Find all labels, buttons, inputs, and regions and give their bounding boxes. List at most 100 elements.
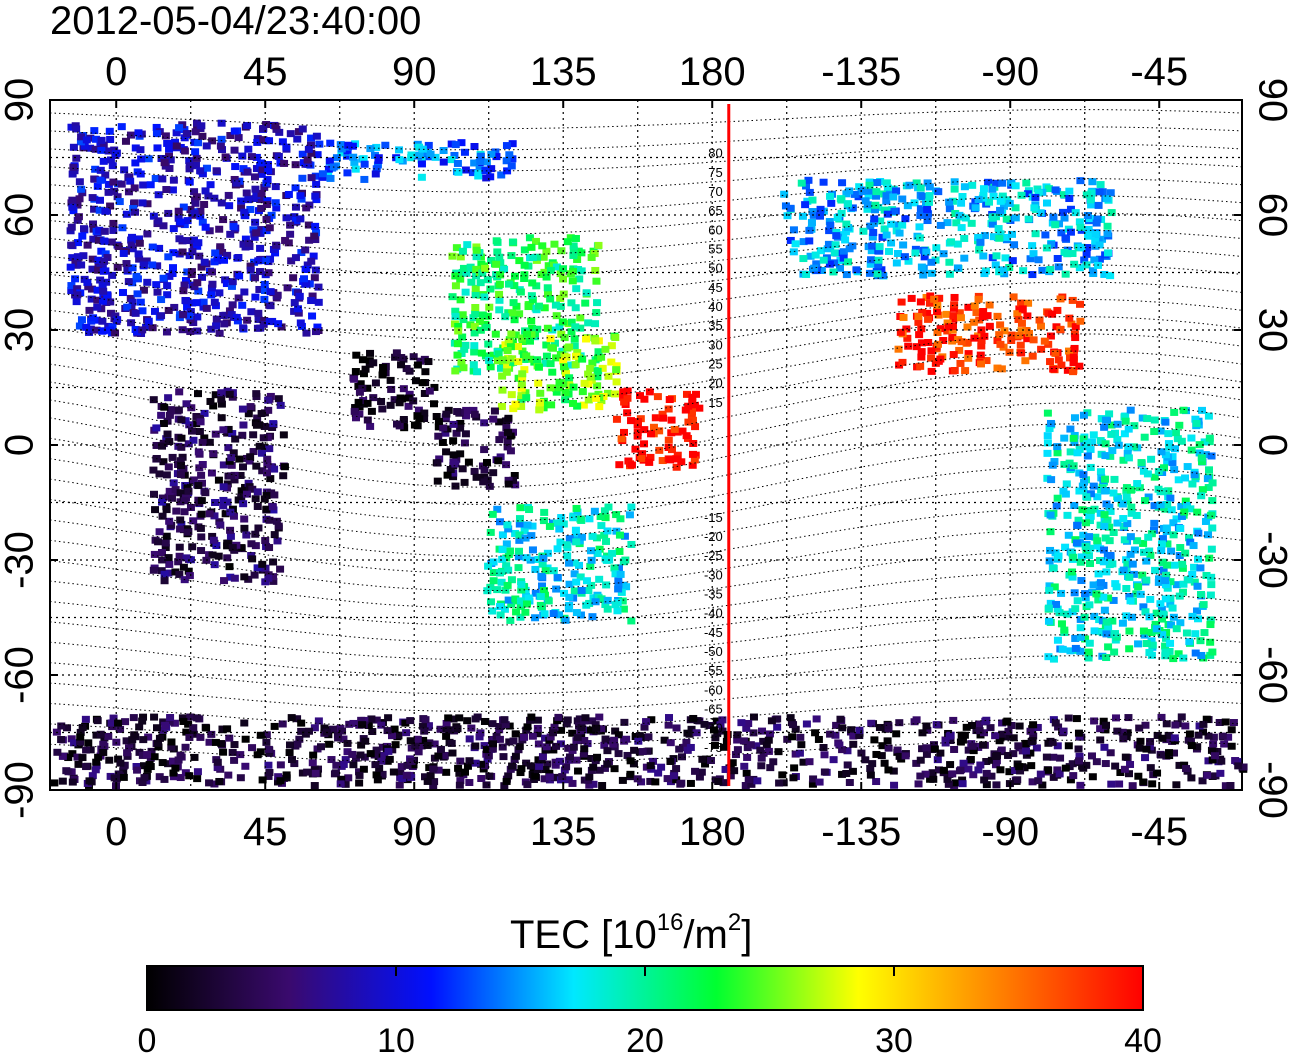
tec-cell bbox=[1191, 630, 1199, 637]
tec-cell bbox=[743, 754, 751, 761]
tec-cell bbox=[613, 416, 621, 423]
tec-cell bbox=[397, 361, 405, 368]
tec-cell bbox=[861, 756, 869, 763]
tec-cell bbox=[449, 437, 457, 444]
tec-cell bbox=[1079, 471, 1087, 478]
tec-cell bbox=[504, 415, 512, 422]
tec-cell bbox=[1104, 230, 1112, 237]
tec-cell bbox=[208, 268, 216, 275]
tec-cell bbox=[583, 577, 591, 584]
tec-cell bbox=[582, 602, 590, 609]
tec-cell bbox=[1144, 470, 1152, 477]
tec-cell bbox=[536, 390, 544, 397]
tec-cell bbox=[773, 724, 781, 731]
tec-cell bbox=[612, 366, 620, 373]
tec-cell bbox=[753, 777, 761, 784]
tec-cell bbox=[642, 718, 650, 725]
tec-cell bbox=[427, 151, 435, 158]
tec-cell bbox=[156, 528, 164, 535]
tec-cell bbox=[1142, 558, 1150, 565]
tec-cell bbox=[82, 747, 90, 754]
tec-cell bbox=[1015, 763, 1023, 770]
tec-cell bbox=[1087, 464, 1095, 471]
longitude-label: -90 bbox=[981, 50, 1039, 94]
tec-cell bbox=[461, 479, 469, 486]
tec-cell bbox=[193, 299, 201, 306]
tec-cell bbox=[309, 759, 317, 766]
tec-cell bbox=[1186, 730, 1194, 737]
tec-cell bbox=[992, 781, 1000, 788]
tec-cell bbox=[314, 284, 322, 291]
tec-cell bbox=[470, 361, 478, 368]
tec-cell bbox=[243, 190, 251, 197]
tec-cell bbox=[487, 529, 495, 536]
tec-cell bbox=[246, 453, 254, 460]
tec-cell bbox=[454, 169, 462, 176]
tec-cell bbox=[259, 125, 267, 132]
tec-cell bbox=[1088, 178, 1096, 185]
tec-cell bbox=[1199, 486, 1207, 493]
tec-cell bbox=[1202, 518, 1210, 525]
latitude-label: 0 bbox=[0, 434, 42, 456]
tec-cell bbox=[239, 463, 247, 470]
tec-cell bbox=[1082, 519, 1090, 526]
tec-cell bbox=[980, 776, 988, 783]
tec-cell bbox=[1143, 640, 1151, 647]
tec-cell bbox=[208, 281, 216, 288]
tec-cell bbox=[515, 564, 523, 571]
tec-cell bbox=[188, 428, 196, 435]
tec-cell bbox=[89, 194, 97, 201]
tec-cell bbox=[247, 540, 255, 547]
tec-cell bbox=[240, 288, 248, 295]
tec-cell bbox=[529, 546, 537, 553]
tec-cell bbox=[950, 351, 958, 358]
tec-cell bbox=[899, 241, 907, 248]
tec-cell bbox=[1102, 722, 1110, 729]
tec-cell bbox=[572, 579, 580, 586]
figure-title: 2012-05-04/23:40:00 bbox=[50, 0, 421, 43]
tec-cell bbox=[159, 759, 167, 766]
tec-cell bbox=[248, 744, 256, 751]
tec-cell bbox=[537, 573, 545, 580]
tec-cell bbox=[1157, 752, 1165, 759]
tec-cell bbox=[1023, 312, 1031, 319]
tec-cell bbox=[276, 566, 284, 573]
tec-cell bbox=[100, 158, 108, 165]
tec-cell bbox=[592, 309, 600, 316]
tec-cell bbox=[183, 237, 191, 244]
tec-cell bbox=[1076, 782, 1084, 789]
tec-cell bbox=[895, 719, 903, 726]
tec-cell bbox=[100, 258, 108, 265]
tec-cell bbox=[153, 144, 161, 151]
tec-cell bbox=[1089, 773, 1097, 780]
tec-cell bbox=[1055, 356, 1063, 363]
tec-cell bbox=[1198, 454, 1206, 461]
tec-cell bbox=[666, 758, 674, 765]
tec-cell bbox=[670, 772, 678, 779]
tec-cell bbox=[472, 715, 480, 722]
tec-cell bbox=[615, 750, 623, 757]
left-latitude-labels: 9060300-30-60-90 bbox=[0, 78, 42, 819]
tec-cell bbox=[1045, 618, 1053, 625]
tec-cell bbox=[555, 526, 563, 533]
tec-cell bbox=[598, 782, 606, 789]
tec-cell bbox=[77, 261, 85, 268]
longitude-label: -45 bbox=[1130, 50, 1188, 94]
tec-cell bbox=[805, 227, 813, 234]
tec-cell bbox=[240, 720, 248, 727]
tec-cell bbox=[75, 213, 83, 220]
tec-cell bbox=[766, 730, 774, 737]
tec-cell bbox=[842, 770, 850, 777]
tec-cell bbox=[884, 722, 892, 729]
colorbar-title-unit-exponent: 2 bbox=[728, 909, 741, 936]
tec-cell bbox=[147, 181, 155, 188]
tec-cell bbox=[311, 782, 319, 789]
tec-cell bbox=[202, 187, 210, 194]
tec-cell bbox=[202, 224, 210, 231]
tec-cell bbox=[279, 472, 287, 479]
tec-cell bbox=[415, 415, 423, 422]
tec-cell bbox=[792, 240, 800, 247]
tec-cell bbox=[211, 249, 219, 256]
tec-cell bbox=[593, 754, 601, 761]
tec-cell bbox=[1147, 764, 1155, 771]
